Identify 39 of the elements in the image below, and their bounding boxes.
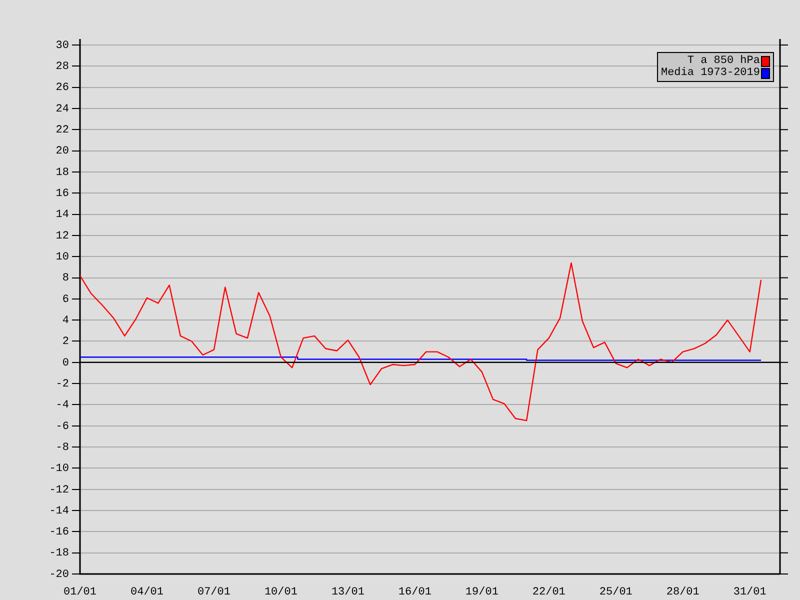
y-tick-label: 8 (62, 272, 69, 285)
y-tick-label: -10 (49, 463, 69, 476)
x-tick-label: 28/01 (666, 586, 700, 599)
y-tick-label: 4 (62, 314, 70, 327)
x-tick-label: 07/01 (197, 586, 231, 599)
x-tick-label: 19/01 (465, 586, 499, 599)
y-tick-label: -18 (49, 548, 69, 560)
y-tick-label: 0 (62, 357, 69, 370)
y-tick-label: 10 (56, 252, 69, 264)
y-tick-label: -14 (49, 505, 70, 518)
y-tick-label: -6 (56, 420, 69, 433)
x-tick-label: 31/01 (733, 586, 767, 599)
x-tick-label: 25/01 (599, 586, 633, 599)
y-tick-label: -16 (49, 526, 69, 539)
y-tick-label: 18 (56, 166, 69, 179)
x-tick-label: 22/01 (532, 586, 566, 599)
y-tick-label: 24 (56, 103, 70, 116)
y-tick-label: 30 (56, 40, 69, 52)
y-tick-label: 26 (56, 82, 69, 94)
y-tick-label: 20 (56, 146, 69, 158)
y-tick-label: 28 (56, 61, 69, 74)
y-tick-label: 16 (56, 188, 69, 200)
y-tick-label: 22 (56, 124, 69, 137)
y-tick-label: 12 (56, 230, 69, 242)
x-tick-label: 01/01 (63, 586, 97, 599)
y-tick-label: -8 (56, 442, 69, 454)
y-tick-label: -12 (49, 484, 69, 496)
x-tick-label: 16/01 (398, 586, 432, 599)
y-tick-label: -20 (49, 568, 69, 581)
y-tick-label: 14 (56, 209, 70, 222)
y-tick-label: 2 (62, 336, 69, 348)
y-tick-label: -2 (56, 378, 69, 390)
y-tick-label: -4 (56, 400, 70, 412)
x-tick-label: 13/01 (331, 586, 365, 599)
x-tick-label: 04/01 (130, 586, 164, 599)
x-tick-label: 10/01 (264, 586, 298, 599)
legend-label: T a 850 hPa (687, 55, 760, 67)
y-tick-label: 6 (62, 294, 69, 306)
legend-label: Media 1973-2019 (660, 67, 760, 79)
